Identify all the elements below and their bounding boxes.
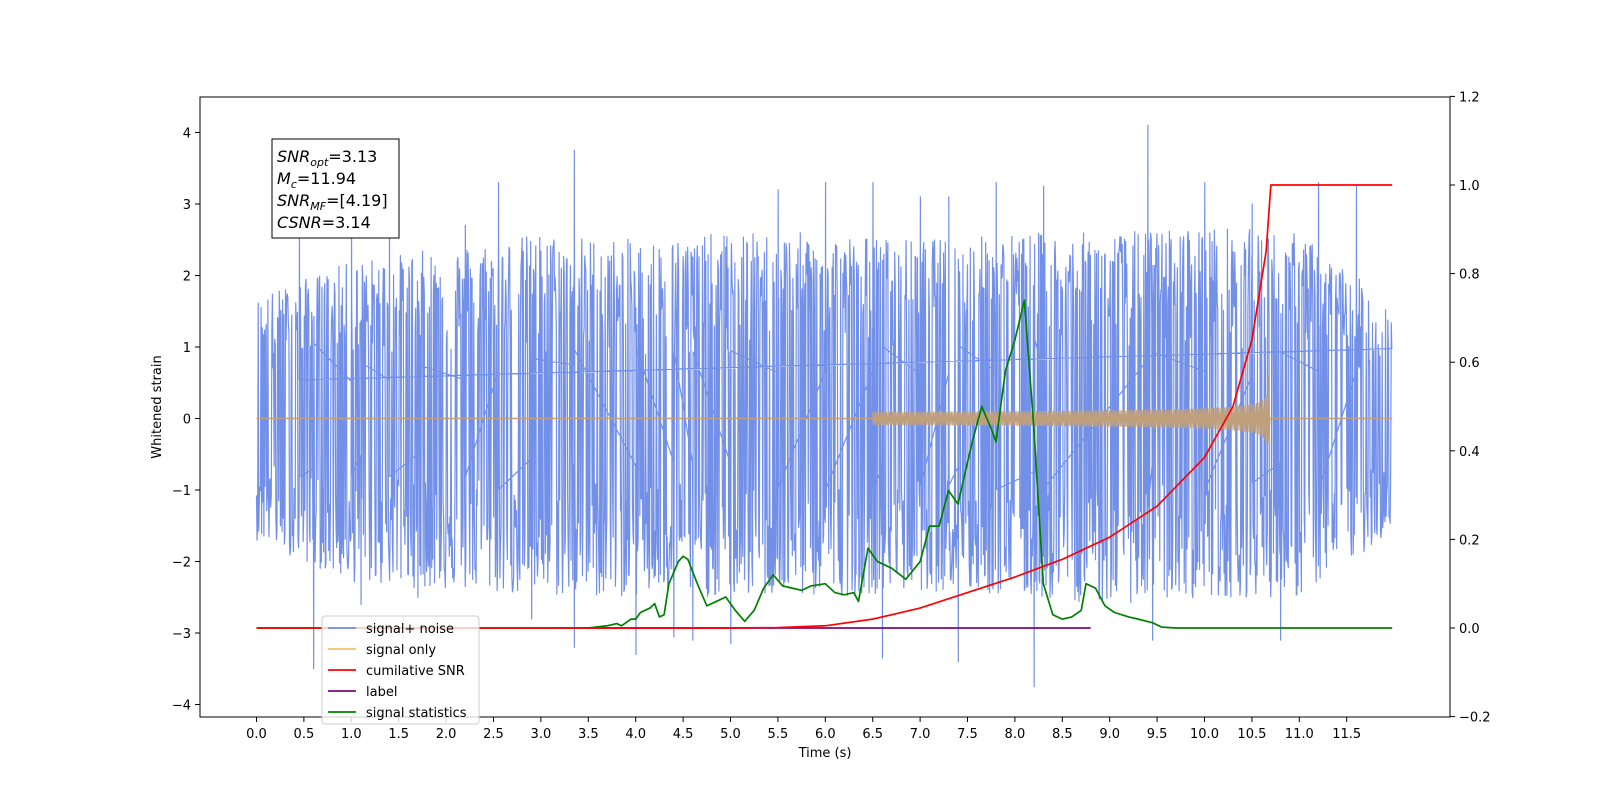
- signal-only-line: [872, 375, 1271, 445]
- y-left-tick-label: −4: [172, 699, 191, 714]
- x-tick-label: 11.0: [1285, 727, 1314, 742]
- x-tick-label: 10.0: [1190, 727, 1219, 742]
- x-tick-label: 2.5: [483, 727, 504, 742]
- y-left-tick-label: 0: [183, 413, 191, 428]
- legend-label: signal only: [366, 643, 436, 658]
- x-tick-label: 3.0: [531, 727, 552, 742]
- y-left-tick-label: −2: [172, 556, 191, 571]
- x-tick-label: 6.0: [815, 727, 836, 742]
- x-axis-title: Time (s): [798, 746, 852, 761]
- annotation-frame: [271, 138, 400, 239]
- legend-label: signal+ noise: [366, 622, 454, 637]
- x-tick-label: 10.5: [1237, 727, 1266, 742]
- y-left-tick-label: 2: [183, 270, 191, 285]
- y-axis-left-title: Whitened strain: [150, 355, 165, 458]
- right-axis-series: [256, 184, 1393, 629]
- signal-statistics-line: [256, 299, 1393, 629]
- y-right-tick-label: 0.2: [1459, 533, 1480, 548]
- x-tick-label: 1.0: [341, 727, 362, 742]
- legend-label: label: [366, 685, 397, 700]
- x-axis: 0.0 0.5 1.0 1.5 2.0 2.5 3.0 3.5 4.0 4.5 5.0 5.5 6.0 6…: [246, 717, 1361, 742]
- legend-label: cumilative SNR: [366, 664, 465, 679]
- x-tick-label: 11.5: [1332, 727, 1361, 742]
- x-tick-label: 5.0: [720, 727, 741, 742]
- annotation-line: CSNR=3.14: [277, 213, 371, 232]
- series-signal-noise: [255, 124, 1393, 688]
- y-right-tick-label: 0.8: [1459, 268, 1480, 283]
- signal-noise-line: [255, 124, 1393, 688]
- y-right-tick-label: −0.2: [1459, 711, 1491, 726]
- legend-frame: [321, 615, 480, 725]
- y-left-tick-label: −1: [172, 484, 191, 499]
- y-axis-left: 4 3 2 1 0 −1 −2 −3 −4: [172, 127, 200, 714]
- y-right-tick-label: 1.0: [1459, 179, 1480, 194]
- x-tick-label: 3.5: [578, 727, 599, 742]
- annotation-line: SNRopt=3.13: [277, 147, 377, 169]
- x-tick-label: 0.5: [294, 727, 315, 742]
- x-tick-label: 8.5: [1052, 727, 1073, 742]
- x-tick-label: 5.5: [768, 727, 789, 742]
- plot-area: [255, 124, 1393, 688]
- y-left-tick-label: 3: [183, 198, 191, 213]
- y-right-tick-label: 0.0: [1459, 622, 1480, 637]
- cumilative-snr-line: [256, 184, 1393, 629]
- series-signal-only: [256, 375, 1393, 445]
- y-left-tick-label: 4: [183, 127, 191, 142]
- y-axis-right: 1.2 1.0 0.8 0.6 0.4 0.2 0.0 −0.2: [1450, 90, 1491, 726]
- y-left-tick-label: −3: [172, 627, 191, 642]
- legend-label: signal statistics: [366, 706, 467, 721]
- y-right-tick-label: 0.6: [1459, 356, 1480, 371]
- x-tick-label: 7.0: [910, 727, 931, 742]
- x-tick-label: 2.0: [436, 727, 457, 742]
- annotation-line: Mc=11.94: [277, 169, 356, 191]
- x-tick-label: 6.5: [862, 727, 883, 742]
- y-left-tick-label: 1: [183, 341, 191, 356]
- x-tick-label: 0.0: [246, 727, 267, 742]
- x-tick-label: 9.5: [1147, 727, 1168, 742]
- annotation-line: SNRMF=[4.19]: [277, 191, 388, 213]
- x-tick-label: 1.5: [388, 727, 409, 742]
- x-tick-label: 4.5: [673, 727, 694, 742]
- legend: signal+ noise signal only cumilative SNR la…: [321, 615, 480, 725]
- x-tick-label: 4.0: [625, 727, 646, 742]
- x-tick-label: 8.0: [1005, 727, 1026, 742]
- y-right-tick-label: 1.2: [1459, 90, 1480, 105]
- x-tick-label: 9.0: [1099, 727, 1120, 742]
- x-tick-label: 7.5: [957, 727, 978, 742]
- y-right-tick-label: 0.4: [1459, 445, 1480, 460]
